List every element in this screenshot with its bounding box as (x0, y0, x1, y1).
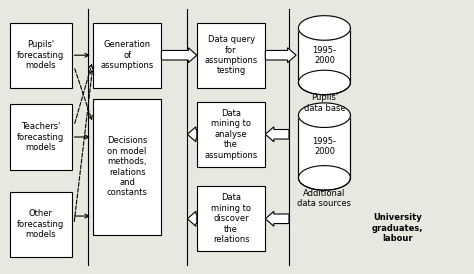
Text: Generation
of
assumptions: Generation of assumptions (100, 40, 154, 70)
Polygon shape (265, 211, 289, 226)
Text: University
graduates,
labour: University graduates, labour (372, 213, 423, 243)
Polygon shape (161, 48, 197, 63)
Polygon shape (299, 165, 350, 190)
Text: Additional
data sources: Additional data sources (297, 189, 351, 208)
FancyBboxPatch shape (10, 192, 72, 257)
Polygon shape (187, 127, 197, 142)
Text: Teachers'
forecasting
models: Teachers' forecasting models (17, 122, 64, 152)
Polygon shape (299, 16, 350, 40)
FancyBboxPatch shape (93, 99, 161, 235)
FancyBboxPatch shape (10, 104, 72, 170)
Text: Other
forecasting
models: Other forecasting models (17, 209, 64, 239)
Polygon shape (299, 115, 350, 178)
Text: Data
mining to
discover
the
relations: Data mining to discover the relations (211, 193, 251, 244)
Text: 1995-
2000: 1995- 2000 (312, 137, 337, 156)
Text: Pupils'
data base: Pupils' data base (304, 93, 345, 113)
Polygon shape (299, 16, 350, 40)
Text: Decisions
on model
methods,
relations
and
constants: Decisions on model methods, relations an… (107, 136, 147, 198)
Polygon shape (299, 28, 350, 82)
Polygon shape (299, 70, 350, 95)
Polygon shape (187, 211, 197, 226)
Text: 1995-
2000: 1995- 2000 (312, 45, 337, 65)
FancyBboxPatch shape (197, 22, 265, 88)
FancyBboxPatch shape (197, 102, 265, 167)
FancyBboxPatch shape (197, 186, 265, 252)
Text: Data query
for
assumptions
testing: Data query for assumptions testing (204, 35, 258, 75)
Text: Data
mining to
analyse
the
assumptions: Data mining to analyse the assumptions (204, 109, 258, 159)
Polygon shape (299, 103, 350, 127)
FancyBboxPatch shape (93, 22, 161, 88)
Polygon shape (265, 127, 289, 142)
Text: Pupils'
forecasting
models: Pupils' forecasting models (17, 40, 64, 70)
FancyBboxPatch shape (10, 22, 72, 88)
Polygon shape (299, 103, 350, 127)
Polygon shape (265, 48, 296, 63)
